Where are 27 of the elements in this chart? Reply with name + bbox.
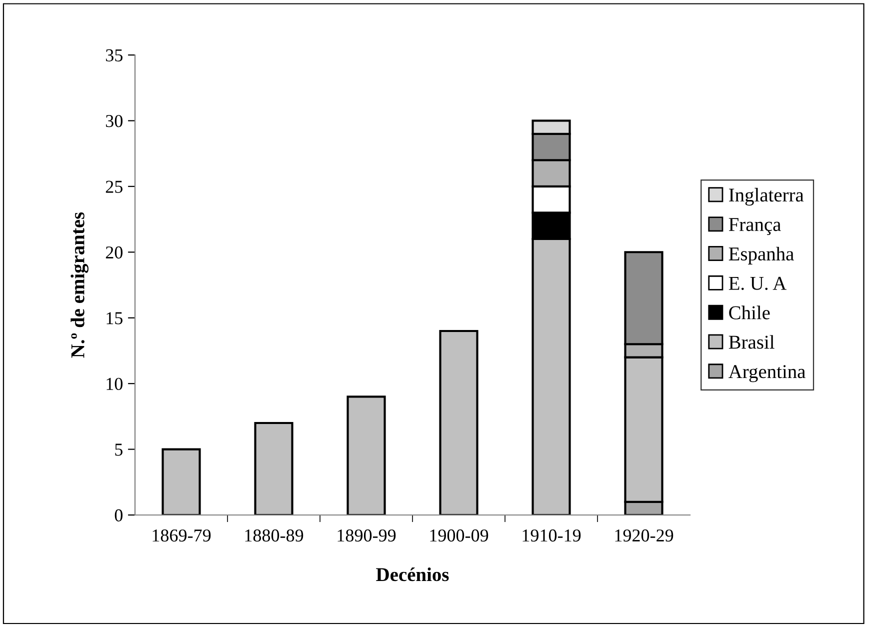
legend-label: Inglaterra (729, 188, 804, 206)
bar (162, 448, 201, 515)
y-tick-label: 0 (114, 509, 123, 522)
y-axis-title: N.º de emigrantes (70, 212, 88, 358)
x-tick-label: 1880-89 (245, 529, 304, 542)
x-tick-label: 1890-99 (338, 529, 396, 542)
y-tick-label: 20 (106, 246, 123, 259)
y-tick-label: 10 (106, 378, 123, 390)
bar (346, 396, 386, 515)
x-axis-title: Decénios (376, 567, 449, 582)
y-tick-label: 25 (106, 180, 122, 193)
y-tick-label: 35 (106, 49, 122, 62)
bar (439, 330, 478, 515)
legend-label: Brasil (728, 335, 774, 349)
x-tick-label: 1869-79 (152, 529, 211, 542)
bar (254, 422, 294, 515)
x-tick-label: 1920-29 (615, 529, 674, 542)
legend-label: E. U. A (728, 276, 787, 290)
y-tick-label: 5 (115, 444, 122, 456)
legend-label: Chile (729, 306, 770, 320)
y-tick-label: 30 (106, 114, 123, 128)
legend-label: Argentina (728, 365, 806, 382)
y-tick-label: 15 (106, 312, 122, 324)
x-tick-label: 1900-09 (430, 529, 488, 542)
legend-label: França (728, 218, 781, 236)
legend-label: Espanha (728, 246, 794, 264)
x-tick-label: 1910-19 (522, 529, 581, 542)
